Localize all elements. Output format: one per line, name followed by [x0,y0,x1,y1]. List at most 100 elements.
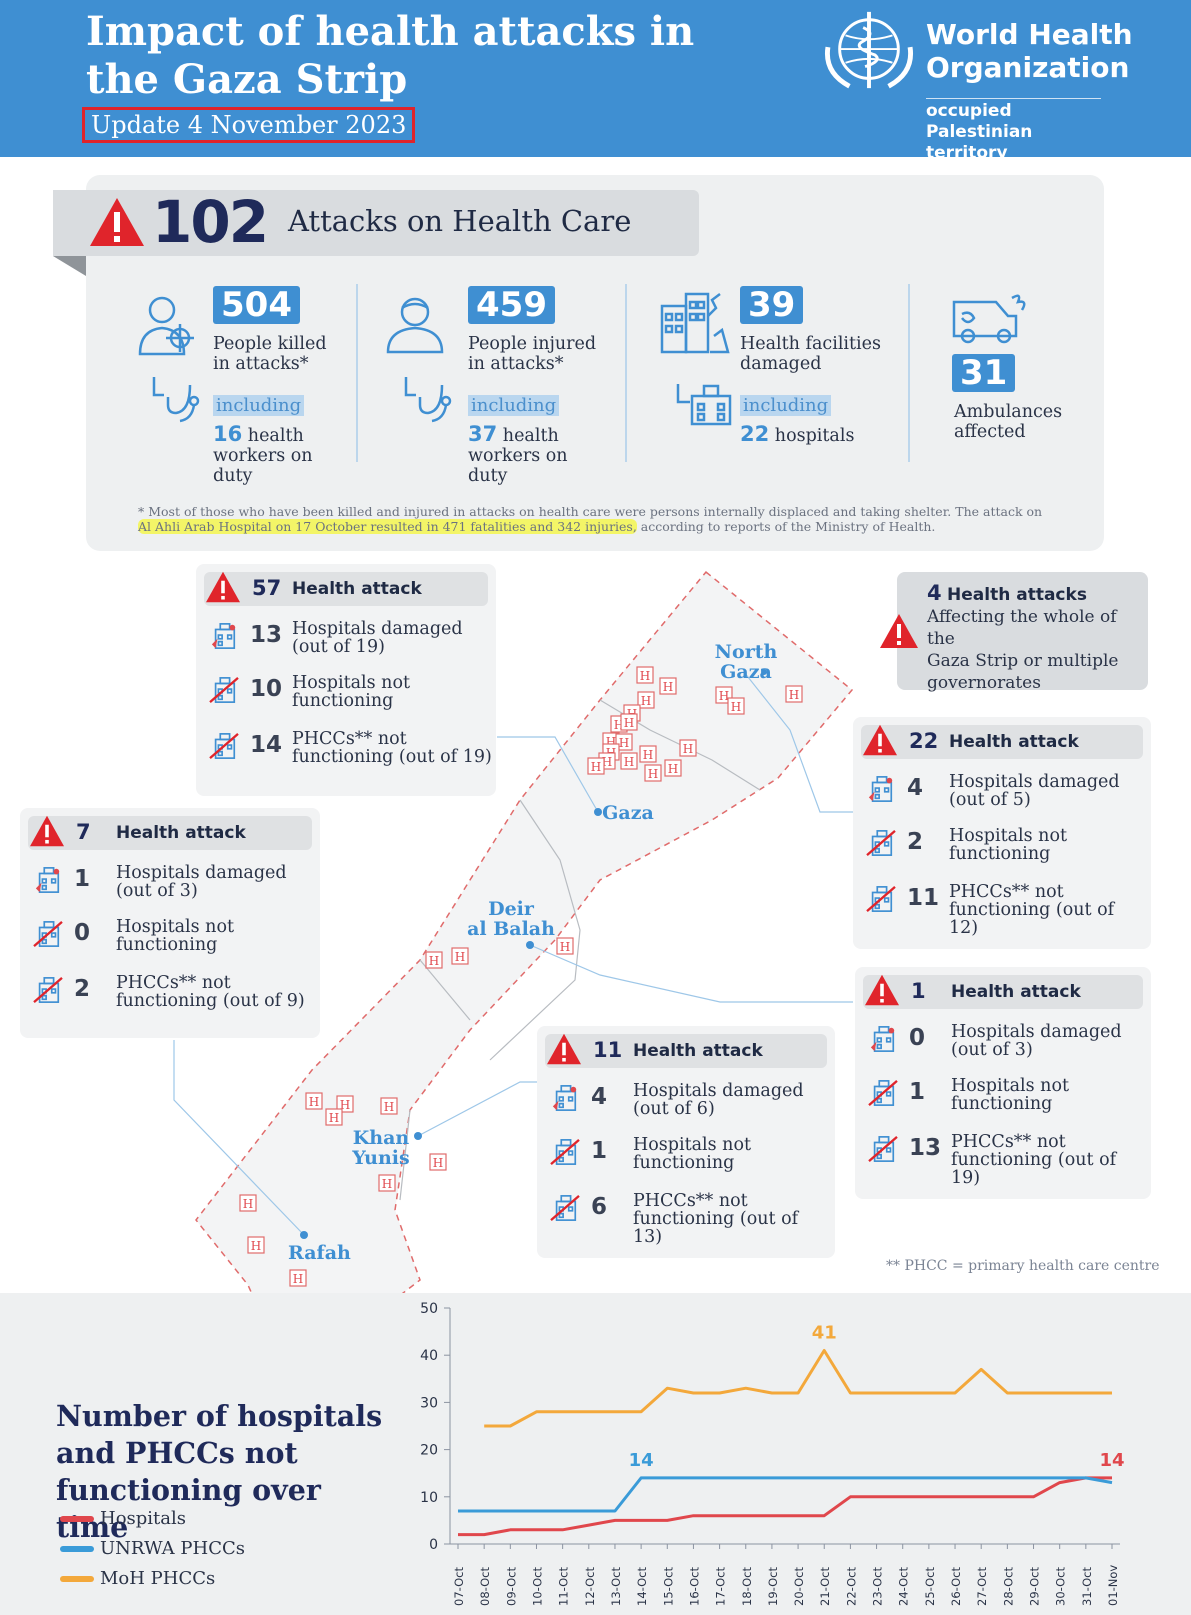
injured-hw-text2: workers on [468,446,568,466]
series-line-hospitals [458,1476,1112,1537]
footnote-line2: Al Ahli Arab Hospital on 17 October resu… [138,519,1048,534]
summary-footnote: * Most of those who have been killed and… [138,504,1048,534]
header-banner [0,0,1191,157]
phcc-crossed-icon [550,1194,580,1222]
hospital-marker-label: H [663,680,673,694]
hospital-marker-label: H [668,762,678,776]
warning-triangle-icon [206,571,240,603]
card-attack-count: 1 [911,979,926,1003]
x-tick-label: 22-Oct [844,1567,858,1606]
hospital-damaged-icon [552,1085,577,1111]
injured-label-line1: People injured [468,334,597,354]
facilities-label: Health facilities damaged [740,334,881,374]
card-row-text: PHCCs** not functioning (out of 12) [949,883,1147,937]
card-row-value: 13 [909,1135,942,1161]
region-card-khan: 11 Health attack 4 Hospitals damaged (out of… [537,1026,835,1258]
card-row-line1: Hospitals not [949,826,1068,846]
whole-strip-text: 4 Health attacks Affecting the whole of … [927,582,1145,694]
injured-label: People injured in attacks* [468,334,596,374]
card-row-line2: functioning (out of 19) [292,747,492,767]
data-label: 14 [629,1450,654,1471]
card-row-value: 0 [74,920,91,946]
hospital-marker-label: H [560,940,570,954]
hospital-crossed-icon [209,676,239,704]
whole-strip-line2: Gaza Strip or multiple [927,651,1119,671]
warning-triangle-icon [30,815,64,847]
killed-label: People killed in attacks* [213,334,327,374]
x-tick-label: 17-Oct [714,1567,728,1606]
hospital-marker-icon [785,685,803,703]
card-header [28,816,312,850]
whole-strip-title: Health attacks [947,585,1087,605]
hospital-marker-label: H [382,1177,392,1191]
card-row-text: PHCCs** not functioning (out of 9) [116,974,316,1010]
deir-line1: Deir [488,898,534,920]
gaza-strip-map: HHHHHHHHHHHHHHHHHHHHHHHHHHHHHHH [173,570,854,1382]
x-tick-label: 14-Oct [635,1567,649,1606]
card-row-text: PHCCs** not functioning (out of 19) [292,730,492,766]
card-row-value: 2 [907,829,924,855]
card-title: Health attack [116,823,246,843]
card-row-line2: functioning [949,844,1051,864]
legend-unrwa: UNRWA PHCCs [60,1538,300,1559]
ambulances-label-line1: Ambulances [954,402,1063,422]
hospital-marker-label: H [309,1095,319,1109]
killed-label-line1: People killed [213,334,327,354]
x-tick-label: 24-Oct [897,1567,911,1606]
card-row-value: 1 [74,866,91,892]
hospital-marker-label: H [640,669,650,683]
org-sub-line1: occupied Palestinian [926,101,1033,142]
card-row-line2: functioning [116,935,218,955]
data-label: 14 [1099,1450,1124,1471]
hospital-crossed-icon [550,1138,580,1166]
hospital-marker-icon [380,1097,398,1115]
damaged-building-icon [660,292,730,354]
card-row-line1: PHCCs** not [633,1191,748,1211]
hospital-damaged-icon [870,1026,895,1052]
x-tick-label: 01-Nov [1106,1565,1120,1606]
card-header [863,975,1143,1009]
killed-health-workers: 16 health workers on duty [213,424,333,487]
ambulances-count: 31 [952,354,1016,392]
footnote-highlight: Al Ahli Arab Hospital on 17 October resu… [138,519,637,534]
killed-hw-text2: workers on [213,446,313,466]
x-tick-label: 18-Oct [740,1567,754,1606]
injured-hw-text1: health [497,426,559,446]
card-row-line1: Hospitals damaged [292,619,463,639]
hospital-marker-icon [615,733,633,751]
card-row-value: 2 [74,976,91,1002]
org-name: World Health Organization [926,18,1133,84]
hospital-marker-icon [451,947,469,965]
card-row-line1: Hospitals not [633,1135,752,1155]
hospital-marker-icon [620,752,638,770]
hospital-marker-icon [639,745,657,763]
card-header [204,572,488,606]
hospital-marker-icon [637,691,655,709]
card-row-value: 11 [907,885,940,911]
series-line-unrwa-phccs [458,1476,1113,1513]
hospital-marker-icon [325,1108,343,1126]
region-card-deir: 1 Health attack 0 Hospitals damaged (out of … [855,967,1151,1199]
card-row-value: 10 [250,676,283,702]
y-tick-label: 30 [420,1395,438,1411]
injured-health-workers: 37 health workers on duty [468,422,588,487]
org-name-line1: World Health [926,18,1133,51]
health-worker-target-icon [138,296,194,356]
y-tick-label: 0 [429,1537,438,1553]
update-date: Update 4 November 2023 [82,107,416,143]
injured-hw-count: 37 [468,422,498,446]
card-row-line1: Hospitals not [292,673,411,693]
hospital-marker-label: H [624,755,634,769]
killed-label-line2: in attacks* [213,354,309,374]
card-row-line1: PHCCs** not [116,973,231,993]
including-badge: including [468,395,560,416]
card-attack-count: 57 [252,576,282,600]
card-row-line2: functioning (out of 19) [951,1150,1117,1188]
hospital-marker-icon [247,1236,265,1254]
warning-triangle-icon [547,1033,581,1065]
y-tick-label: 20 [420,1443,438,1459]
card-row-line1: Hospitals not [116,917,235,937]
x-tick-label: 12-Oct [583,1567,597,1606]
hospital-marker-icon [425,951,443,969]
stat-divider [908,284,910,462]
